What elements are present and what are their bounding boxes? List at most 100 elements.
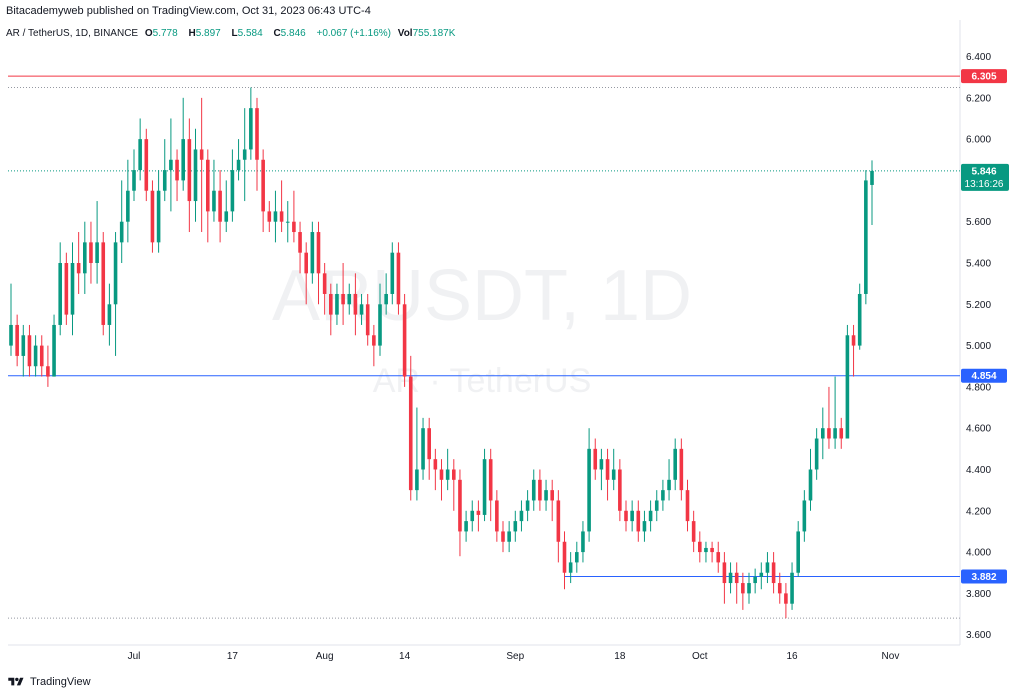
candle-body — [827, 428, 831, 439]
candle-body — [851, 335, 856, 346]
candle-body — [556, 500, 561, 542]
candle-body — [605, 459, 610, 480]
candle-body — [784, 593, 788, 604]
candle-body — [218, 190, 222, 222]
candle-body — [833, 428, 837, 439]
candle-body — [495, 500, 499, 532]
publisher-header: Bitacademyweb published on TradingView.c… — [6, 5, 371, 17]
candle-body — [353, 293, 358, 315]
candle-body — [267, 211, 272, 222]
candle-body — [845, 335, 850, 439]
ohlc-open: O5.778 — [144, 28, 178, 39]
candle-body — [765, 562, 770, 573]
candle-body — [808, 469, 813, 501]
time-tick-label: Jul — [128, 651, 141, 662]
candle-body — [70, 263, 75, 315]
time-tick-label: 17 — [227, 651, 239, 662]
candle-body — [175, 159, 179, 181]
last-price-label-bg — [961, 163, 1009, 191]
candle-body — [83, 242, 87, 274]
candle-body — [39, 345, 44, 367]
candle-body — [433, 459, 438, 470]
candle-body — [722, 562, 727, 584]
time-tick-label: 16 — [786, 651, 798, 662]
candle-body — [126, 190, 130, 222]
candle-body — [261, 159, 265, 212]
candles — [9, 87, 874, 619]
candle-body — [728, 572, 733, 584]
price-line-label: 3.882 — [971, 572, 996, 583]
price-tick-label: 5.000 — [966, 341, 991, 352]
candle-body — [759, 572, 764, 577]
ohlc-low: L5.584 — [231, 28, 263, 39]
candle-body — [488, 459, 493, 501]
candle-body — [531, 479, 536, 501]
candle-body — [236, 159, 241, 171]
candle-body — [747, 583, 751, 594]
candle-body — [52, 324, 56, 377]
candle-body — [538, 479, 542, 501]
candle-body — [390, 252, 395, 294]
candle-body — [255, 108, 259, 160]
symbol-name[interactable]: AR / TetherUS, 1D, BINANCE — [6, 28, 139, 39]
time-tick-label: Aug — [316, 651, 334, 662]
candle-body — [452, 469, 456, 480]
candle-body — [587, 448, 591, 532]
candle-body — [648, 510, 653, 522]
price-labels: 6.305 4.854 3.882 5.846 13:16:26 — [961, 69, 1009, 584]
time-axis[interactable]: Jul 17 Aug 14 Sep 18 Oct 16 Nov — [128, 651, 900, 662]
price-line-label: 4.854 — [971, 371, 996, 382]
candle-body — [341, 293, 345, 305]
candle-body — [568, 562, 573, 573]
candle-body — [624, 510, 628, 522]
candle-body — [661, 490, 665, 501]
candle-body — [199, 149, 204, 160]
candle-body — [46, 366, 50, 377]
bar-countdown-label: 13:16:26 — [965, 179, 1004, 190]
candle-body — [181, 139, 185, 181]
volume: Vol755.187K — [397, 28, 456, 39]
candle-body — [359, 304, 364, 315]
candle-body — [242, 149, 247, 160]
time-tick-label: Oct — [692, 651, 708, 662]
footer-brand: TradingView — [30, 676, 91, 688]
candle-body — [599, 459, 604, 470]
candle-body — [402, 304, 407, 377]
candle-body — [525, 500, 530, 511]
price-tick-label: 3.800 — [966, 589, 991, 600]
candle-body — [89, 242, 93, 264]
candle-body — [427, 428, 431, 460]
price-tick-label: 6.200 — [966, 93, 991, 104]
candle-body — [796, 531, 800, 573]
candle-body — [513, 521, 518, 532]
price-lines — [8, 75, 960, 619]
price-axis[interactable]: 6.400 6.200 6.000 5.600 5.400 5.200 5.000 4.800… — [966, 52, 991, 641]
time-tick-label: Nov — [882, 651, 900, 662]
candle-body — [519, 510, 524, 522]
candle-body — [150, 190, 155, 243]
candle-body — [710, 547, 714, 553]
candle-body — [322, 273, 327, 294]
candle-body — [187, 139, 192, 202]
candle-body — [611, 469, 616, 480]
candle-body — [777, 583, 782, 594]
candle-body — [396, 252, 401, 305]
candle-body — [679, 448, 684, 491]
grid — [8, 20, 961, 646]
candle-body — [206, 159, 210, 212]
price-tick-label: 4.400 — [966, 465, 991, 476]
candle-body — [138, 139, 142, 171]
ohlc-high: H5.897 — [188, 28, 221, 39]
candle-body — [753, 576, 757, 584]
candle-body — [685, 490, 690, 522]
price-tick-label: 6.000 — [966, 135, 991, 146]
candle-body — [285, 221, 290, 223]
price-line-label-bg — [961, 368, 1007, 383]
price-tick-label: 4.200 — [966, 506, 991, 517]
candle-body — [212, 190, 216, 212]
candle-body — [802, 500, 807, 532]
candle-body — [64, 263, 69, 315]
ohlc-change: +0.067 (+1.16%) — [316, 28, 391, 39]
candle-body — [156, 190, 161, 243]
